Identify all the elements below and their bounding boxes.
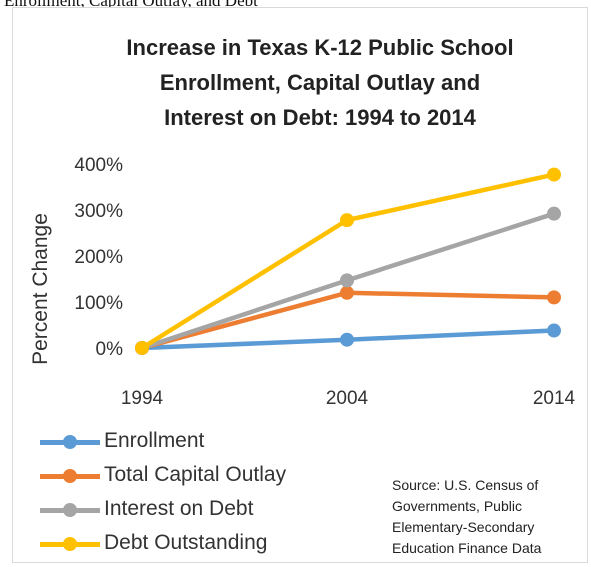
data-point [340, 285, 354, 300]
data-point [547, 206, 561, 221]
y-tick-labels: 0% 100% 200% 300% 400% [74, 155, 123, 360]
legend-swatch-dot [63, 537, 77, 551]
legend-swatch-dot [63, 435, 77, 449]
legend-item: Interest on Debt [40, 495, 380, 529]
source-line-2: Governments, Public [392, 498, 522, 514]
data-point [547, 167, 561, 182]
series-line [140, 172, 555, 350]
data-point [340, 332, 354, 347]
y-tick-label: 400% [74, 155, 123, 176]
source-note: Source: U.S. Census of Governments, Publ… [392, 475, 591, 559]
y-tick-label: 200% [74, 247, 123, 268]
x-tick-labels: 1994 2004 2014 [121, 388, 576, 409]
chart-title-line-1: Increase in Texas K-12 Public School [126, 35, 514, 60]
legend-item: Total Capital Outlay [40, 461, 380, 495]
source-line-3: Elementary-Secondary [392, 519, 535, 535]
chart-title: Increase in Texas K-12 Public School Enr… [40, 30, 591, 135]
x-tick-label: 1994 [121, 388, 164, 409]
legend-label: Total Capital Outlay [104, 463, 287, 486]
top-caption: Enrollment, Capital Outlay, and Debt [4, 0, 258, 10]
data-point [547, 323, 561, 338]
legend-label: Enrollment [104, 429, 205, 452]
x-tick-label: 2014 [533, 388, 576, 409]
y-tick-label: 100% [74, 293, 123, 314]
series-debt-outstanding [135, 167, 561, 355]
chart-title-line-2: Enrollment, Capital Outlay and [159, 70, 481, 95]
legend-label: Debt Outstanding [104, 531, 268, 554]
source-line-4: Education Finance Data [392, 540, 542, 556]
chart-frame [12, 7, 588, 563]
legend-item: Debt Outstanding [40, 529, 380, 563]
y-tick-label: 0% [96, 339, 124, 360]
y-axis-title: Percent Change [29, 213, 52, 365]
source-line-1: Source: U.S. Census of [392, 477, 539, 493]
y-tick-label: 300% [74, 201, 123, 222]
series-layer [135, 167, 561, 355]
chart-title-line-3: Interest on Debt: 1994 to 2014 [164, 105, 476, 130]
data-point [547, 290, 561, 305]
legend-swatch-dot [63, 469, 77, 483]
data-point [340, 213, 354, 228]
legend-label: Interest on Debt [104, 497, 254, 520]
x-tick-label: 2004 [326, 388, 369, 409]
legend-item: Enrollment [40, 427, 380, 461]
data-point [340, 273, 354, 288]
legend-swatch-dot [63, 503, 77, 517]
data-point [135, 341, 149, 355]
legend: Enrollment Total Capital Outlay Interest o… [40, 427, 380, 563]
